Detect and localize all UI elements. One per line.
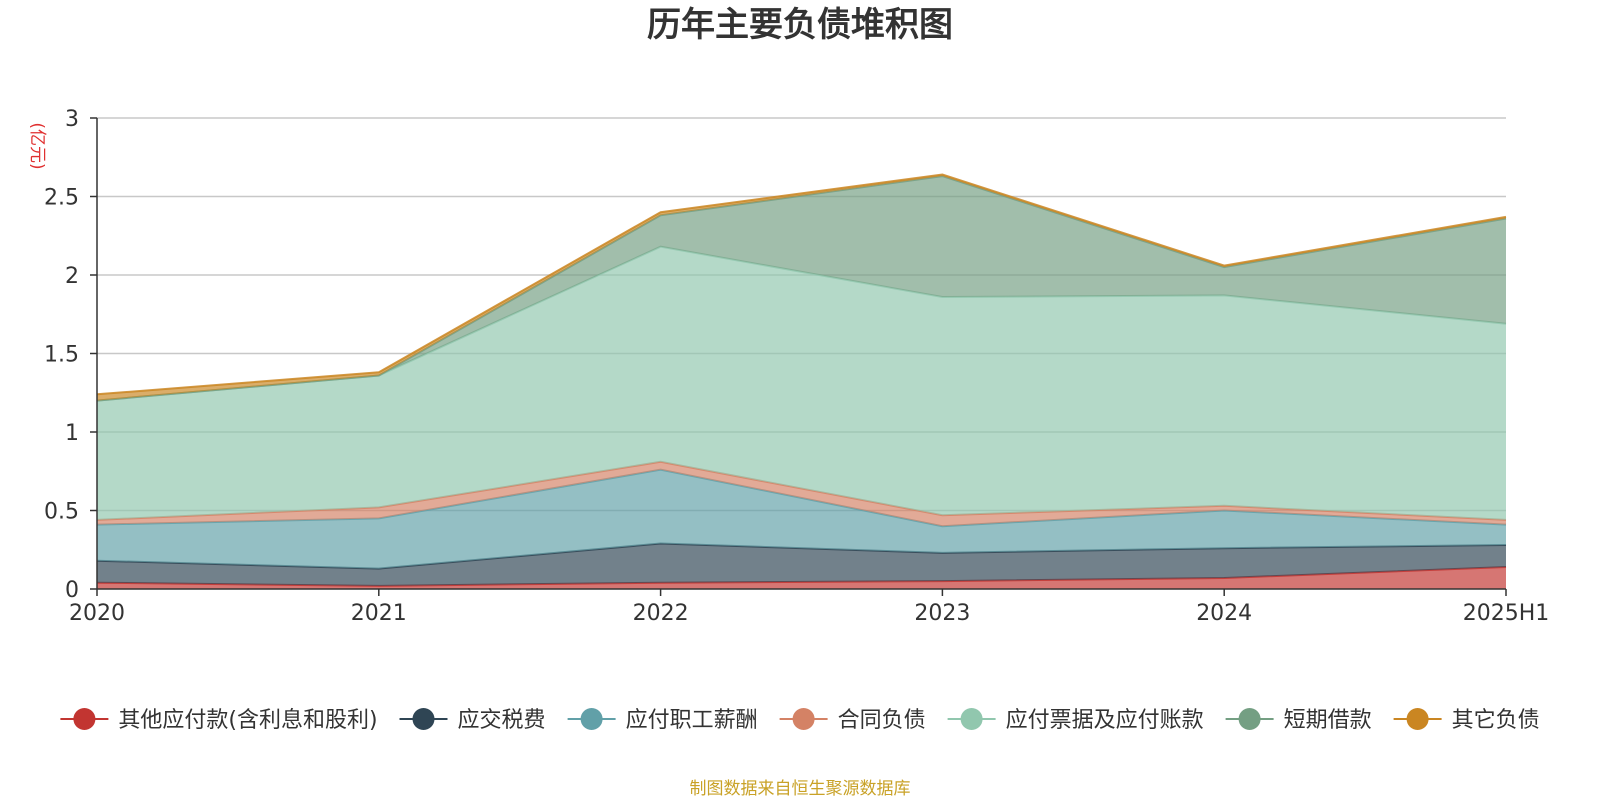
y-tick-label: 3: [65, 107, 79, 132]
legend-item-5[interactable]: 短期借款: [1225, 708, 1372, 733]
y-tick-label: 2: [65, 264, 79, 289]
legend-circle-icon: [73, 708, 96, 730]
legend-label: 合同负债: [838, 708, 926, 733]
legend-circle-icon: [1406, 708, 1429, 730]
chart-title: 历年主要负债堆积图: [647, 5, 953, 45]
area-series-2: [97, 469, 1506, 569]
legend-label: 短期借款: [1284, 708, 1372, 733]
legend-circle-icon: [792, 708, 815, 730]
source-note: 制图数据来自恒生聚源数据库: [690, 779, 911, 799]
x-tick-label: 2025H1: [1463, 601, 1550, 626]
plot-area: [96, 173, 1507, 589]
legend-label: 应交税费: [458, 708, 546, 733]
series-line-6: [96, 173, 1507, 396]
legend-label: 其他应付款(含利息和股利): [118, 708, 377, 733]
legend-circle-icon: [412, 708, 435, 730]
x-tick-label: 2022: [633, 601, 689, 626]
legend-item-6[interactable]: 其它负债: [1393, 708, 1540, 733]
legend-item-2[interactable]: 应付职工薪酬: [567, 708, 758, 733]
area-series-0: [97, 567, 1506, 589]
legend-label: 其它负债: [1452, 708, 1540, 733]
legend-circle-icon: [580, 708, 603, 730]
legend-label: 应付职工薪酬: [626, 708, 758, 733]
axes: 0 0.5 1 1.5 2 2.5 3 2020 2021 2022 2023 2024 2025H1: [44, 107, 1549, 626]
x-tick-label: 2021: [351, 601, 407, 626]
legend-item-3[interactable]: 合同负债: [779, 708, 926, 733]
legend-item-4[interactable]: 应付票据及应付账款: [947, 708, 1204, 733]
x-tick-label: 2020: [69, 601, 125, 626]
y-tick-label: 2.5: [44, 186, 79, 211]
legend: 其他应付款(含利息和股利) 应交税费 应付职工薪酬 合同负债 应付票据及应付账款 短期借款…: [60, 708, 1540, 733]
area-series-1: [97, 543, 1506, 586]
y-tick-label: 1.5: [44, 343, 79, 368]
legend-circle-icon: [960, 708, 983, 730]
y-axis-unit-label: (亿元): [27, 122, 47, 169]
area-series-4: [97, 246, 1506, 520]
x-tick-label: 2024: [1196, 601, 1252, 626]
legend-label: 应付票据及应付账款: [1006, 708, 1204, 733]
legend-circle-icon: [1238, 708, 1261, 730]
legend-item-0[interactable]: 其他应付款(含利息和股利): [60, 708, 378, 733]
y-tick-label: 0: [65, 578, 79, 603]
y-tick-label: 0.5: [44, 500, 79, 525]
legend-item-1[interactable]: 应交税费: [399, 708, 546, 733]
y-tick-label: 1: [65, 421, 79, 446]
area-series-3: [97, 461, 1506, 527]
x-tick-label: 2023: [914, 601, 970, 626]
area-series-5: [97, 176, 1506, 401]
